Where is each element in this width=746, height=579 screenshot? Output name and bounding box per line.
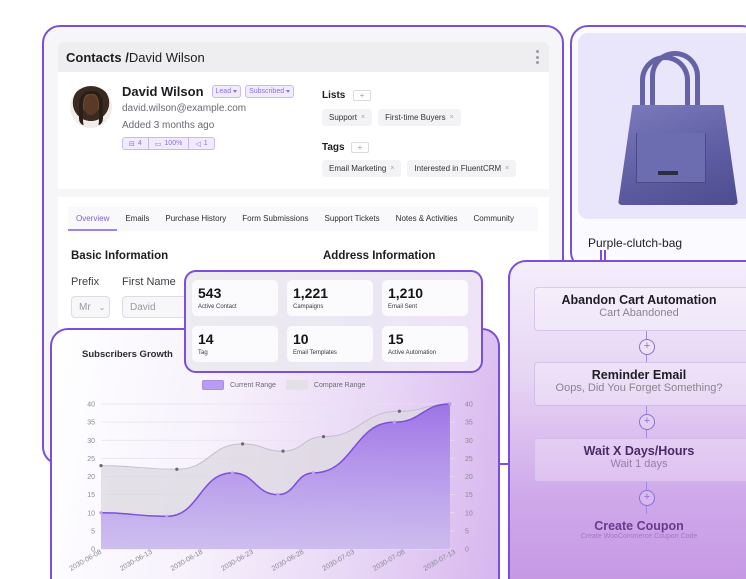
svg-text:2030-06-08: 2030-06-08 bbox=[69, 549, 104, 573]
svg-text:15: 15 bbox=[465, 492, 473, 499]
contact-stats: ⊟ 4 ▭ 100% ◁ 1 bbox=[122, 137, 215, 150]
svg-text:2030-07-13: 2030-07-13 bbox=[423, 549, 458, 573]
svg-text:15: 15 bbox=[87, 492, 95, 499]
product-name: Purple-clutch-bag bbox=[588, 236, 683, 250]
list-chip: First-time Buyers × bbox=[378, 109, 461, 126]
first-name-label: First Name bbox=[122, 276, 176, 288]
svg-text:20: 20 bbox=[87, 474, 95, 481]
contact-added-date: Added 3 months ago bbox=[122, 120, 215, 131]
svg-text:10: 10 bbox=[465, 510, 473, 517]
address-information-title: Address Information bbox=[323, 250, 436, 262]
svg-text:25: 25 bbox=[465, 456, 473, 463]
lead-status-select[interactable]: Lead bbox=[211, 85, 242, 98]
automation-card: Abandon Cart Automation Cart Abandoned +… bbox=[508, 260, 746, 579]
breadcrumb-root[interactable]: Contacts / bbox=[66, 49, 129, 65]
contact-tabs: Overview Emails Purchase History Form Su… bbox=[68, 207, 538, 231]
contact-email: david.wilson@example.com bbox=[122, 103, 247, 114]
tab-community[interactable]: Community bbox=[473, 214, 514, 223]
svg-text:40: 40 bbox=[87, 402, 95, 409]
breadcrumb-current: David Wilson bbox=[128, 49, 205, 65]
product-card[interactable]: Purple-clutch-bag bbox=[570, 25, 746, 270]
svg-text:2030-06-18: 2030-06-18 bbox=[170, 549, 205, 573]
tab-form-submissions[interactable]: Form Submissions bbox=[242, 214, 309, 223]
contact-name: David Wilson bbox=[122, 84, 204, 99]
automation-step[interactable]: Wait X Days/Hours Wait 1 days bbox=[534, 438, 746, 482]
bag-handle bbox=[650, 51, 700, 111]
more-options-icon[interactable] bbox=[536, 50, 539, 64]
prefix-label: Prefix bbox=[71, 276, 100, 288]
stat-email-templates[interactable]: 10 Email Templates bbox=[287, 326, 373, 362]
caret-down-icon bbox=[233, 90, 238, 93]
svg-text:25: 25 bbox=[87, 456, 95, 463]
svg-text:2030-06-13: 2030-06-13 bbox=[119, 549, 154, 573]
svg-text:2030-06-23: 2030-06-23 bbox=[220, 549, 255, 573]
stats-summary-card: 543 Active Contact 1,221 Campaigns 1,210 Em… bbox=[184, 270, 483, 373]
tab-purchase-history[interactable]: Purchase History bbox=[165, 214, 227, 223]
stat-clicks: ◁ 1 bbox=[195, 140, 208, 148]
svg-text:40: 40 bbox=[465, 402, 473, 409]
automation-step[interactable]: Create Coupon Create WooCommerce Coupon … bbox=[580, 519, 698, 540]
remove-icon[interactable]: × bbox=[505, 165, 510, 172]
add-step-button[interactable]: + bbox=[639, 414, 655, 430]
svg-text:5: 5 bbox=[465, 528, 469, 535]
add-step-button[interactable]: + bbox=[639, 339, 655, 355]
tag-chip: Interested in FluentCRM × bbox=[407, 160, 517, 177]
svg-text:2030-06-28: 2030-06-28 bbox=[271, 549, 306, 573]
svg-text:10: 10 bbox=[87, 510, 95, 517]
svg-text:30: 30 bbox=[87, 438, 95, 445]
breadcrumb: Contacts / David Wilson bbox=[58, 42, 549, 72]
folder-icon: ▭ bbox=[154, 140, 162, 148]
tab-emails[interactable]: Emails bbox=[125, 214, 150, 223]
cursor-icon: ◁ bbox=[195, 140, 201, 148]
basic-information-title: Basic Information bbox=[71, 250, 169, 262]
list-chip: Support × bbox=[322, 109, 373, 126]
remove-icon[interactable]: × bbox=[449, 114, 454, 121]
tab-support-tickets[interactable]: Support Tickets bbox=[324, 214, 380, 223]
svg-text:35: 35 bbox=[465, 420, 473, 427]
profile-panel: David Wilson Lead Subscribed david.wilso… bbox=[58, 72, 549, 189]
svg-text:2030-07-03: 2030-07-03 bbox=[321, 549, 356, 573]
svg-text:30: 30 bbox=[465, 438, 473, 445]
stat-campaigns[interactable]: 1,221 Campaigns bbox=[287, 280, 373, 316]
area-chart: 0 5 10 15 20 25 30 35 40 0 5 10 15 20 25 30 35 40 2030-0… bbox=[69, 402, 473, 573]
stat-active-automation[interactable]: 15 Active Automation bbox=[382, 326, 468, 362]
stat-open-rate: ▭ 100% bbox=[149, 138, 190, 149]
stat-emails: ⊟ 4 bbox=[123, 138, 149, 149]
remove-icon[interactable]: × bbox=[361, 114, 366, 121]
stat-active-contact[interactable]: 543 Active Contact bbox=[192, 280, 278, 316]
add-list-button[interactable]: + bbox=[353, 90, 371, 101]
tags-label: Tags bbox=[322, 142, 345, 153]
avatar bbox=[70, 86, 112, 128]
remove-icon[interactable]: × bbox=[390, 165, 395, 172]
automation-step[interactable]: Abandon Cart Automation Cart Abandoned bbox=[534, 287, 746, 331]
legend-current-range[interactable]: Current Range bbox=[202, 380, 276, 390]
legend-compare-range[interactable]: Compare Range bbox=[285, 380, 365, 390]
svg-text:0: 0 bbox=[465, 547, 469, 554]
lists-label: Lists bbox=[322, 90, 346, 101]
tab-notes-activities[interactable]: Notes & Activities bbox=[395, 214, 458, 223]
subscription-status-select[interactable]: Subscribed bbox=[245, 85, 295, 98]
add-step-button[interactable]: + bbox=[639, 490, 655, 506]
svg-text:35: 35 bbox=[87, 420, 95, 427]
message-icon: ⊟ bbox=[129, 140, 135, 148]
svg-text:20: 20 bbox=[465, 474, 473, 481]
chevron-down-icon: ⌄ bbox=[98, 302, 106, 312]
stat-email-sent[interactable]: 1,210 Email Sent bbox=[382, 280, 468, 316]
svg-text:0: 0 bbox=[91, 547, 95, 554]
stat-tag[interactable]: 14 Tag bbox=[192, 326, 278, 362]
tag-chip: Email Marketing × bbox=[322, 160, 402, 177]
chart-legend: Current Range Compare Range bbox=[202, 380, 365, 390]
automation-step[interactable]: Reminder Email Oops, Did You Forget Some… bbox=[534, 362, 746, 406]
add-tag-button[interactable]: + bbox=[351, 142, 369, 153]
product-image bbox=[578, 33, 746, 219]
prefix-select[interactable]: Mr ⌄ bbox=[71, 296, 110, 318]
svg-text:2030-07-08: 2030-07-08 bbox=[372, 549, 407, 573]
tab-overview[interactable]: Overview bbox=[68, 207, 118, 231]
svg-text:5: 5 bbox=[91, 528, 95, 535]
caret-down-icon bbox=[286, 90, 291, 93]
